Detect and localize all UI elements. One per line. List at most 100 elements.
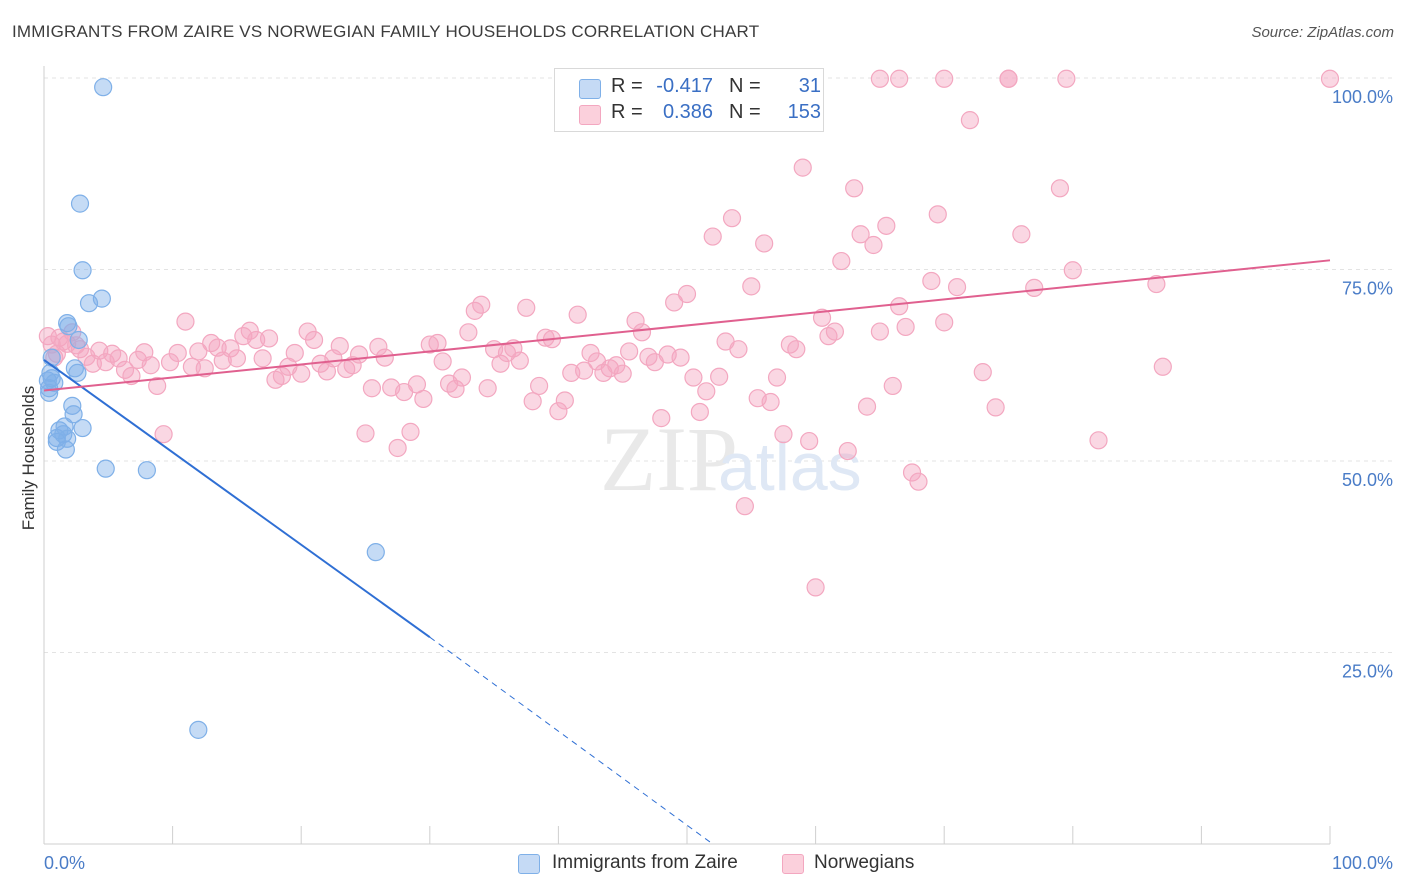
data-point (806, 578, 825, 597)
data-point (690, 402, 709, 422)
data-point (742, 277, 761, 296)
data-point (960, 111, 980, 130)
data-point (973, 363, 992, 382)
data-point (928, 205, 947, 224)
data-point (986, 398, 1005, 417)
data-point (665, 293, 684, 312)
data-point (195, 359, 214, 378)
data-point (864, 235, 883, 255)
y-tick-label: 25.0% (1342, 662, 1393, 682)
data-point (221, 339, 240, 358)
data-point (253, 349, 272, 368)
data-point (697, 382, 716, 401)
data-point (446, 379, 465, 399)
legend-swatch-pink (579, 105, 601, 125)
data-point (73, 261, 92, 280)
legend-r-value: -0.417 (656, 75, 713, 97)
data-point (883, 376, 902, 396)
data-point (69, 330, 88, 350)
chart-title: IMMIGRANTS FROM ZAIRE VS NORWEGIAN FAMIL… (12, 22, 760, 41)
data-point (202, 333, 221, 353)
data-point (137, 461, 156, 480)
series-norwegians (38, 69, 1340, 597)
x-tick-label: 100.0% (1332, 853, 1393, 873)
data-point (800, 431, 819, 451)
series-immigrants-from-zaire (38, 78, 385, 739)
data-point (109, 349, 128, 368)
legend-r-value: 0.386 (662, 101, 713, 123)
data-point (1012, 225, 1031, 244)
watermark-atlas: atlas (718, 429, 862, 505)
data-point (285, 343, 304, 363)
data-point (819, 327, 838, 346)
data-point (1153, 357, 1172, 376)
watermark-zip: ZIP (600, 408, 738, 510)
x-tick-label: 0.0% (44, 853, 85, 873)
data-point (1089, 431, 1108, 450)
data-point (168, 343, 187, 363)
data-point (1063, 261, 1082, 280)
data-point (710, 367, 729, 386)
data-point (491, 354, 510, 373)
data-point (122, 366, 141, 386)
data-point (851, 225, 870, 244)
data-point (922, 271, 941, 291)
data-point (530, 376, 549, 396)
data-point (620, 342, 639, 361)
data-point (812, 308, 832, 327)
bottom-legend-swatch-pink (782, 854, 804, 874)
data-point (671, 348, 690, 367)
data-point (832, 251, 851, 271)
data-point (909, 472, 928, 491)
data-point (767, 368, 787, 387)
data-point (92, 289, 111, 308)
legend-n-value: 31 (798, 75, 821, 97)
data-point (304, 330, 324, 350)
data-point (472, 295, 491, 314)
data-point (96, 459, 115, 478)
data-point (793, 158, 812, 177)
data-point (568, 305, 587, 324)
bottom-legend-label: Immigrants from Zaire (552, 852, 738, 873)
data-point (227, 349, 246, 368)
data-point (292, 364, 311, 383)
data-point (189, 720, 208, 739)
data-point (148, 376, 167, 396)
legend-swatch-blue (579, 79, 601, 99)
data-point (330, 337, 349, 356)
data-point (272, 366, 292, 386)
data-point (68, 363, 87, 383)
legend-n-label: N = (729, 75, 761, 97)
data-point (58, 429, 77, 448)
data-point (459, 323, 478, 342)
data-point (45, 373, 64, 392)
legend: R = -0.417 N = 31 R = 0.386 N = 153 (554, 68, 824, 132)
data-point (1050, 179, 1070, 198)
data-point (240, 321, 259, 340)
gridlines (44, 77, 1392, 653)
data-point (935, 69, 954, 88)
data-point (729, 340, 748, 359)
data-point (626, 311, 645, 330)
bottom-legend-swatch-blue (518, 854, 540, 874)
data-point (870, 69, 890, 88)
bottom-legend-label: Norwegians (814, 852, 915, 873)
data-point (838, 441, 857, 461)
data-point (555, 391, 574, 410)
data-point (549, 402, 568, 421)
data-point (845, 179, 864, 198)
data-point (755, 234, 774, 253)
data-point (141, 356, 160, 375)
y-axis-label: Family Households (19, 386, 38, 531)
data-point (94, 78, 113, 97)
legend-r-label: R = (611, 101, 643, 123)
data-point (420, 335, 439, 354)
trend-line-zaire (43, 359, 431, 638)
data-point (787, 340, 806, 359)
data-point (902, 463, 922, 482)
data-point (73, 418, 92, 438)
y-tick-label: 50.0% (1342, 470, 1393, 490)
trend-line-norwegians (43, 259, 1331, 392)
data-point (189, 342, 208, 361)
legend-n-label: N = (729, 101, 761, 123)
